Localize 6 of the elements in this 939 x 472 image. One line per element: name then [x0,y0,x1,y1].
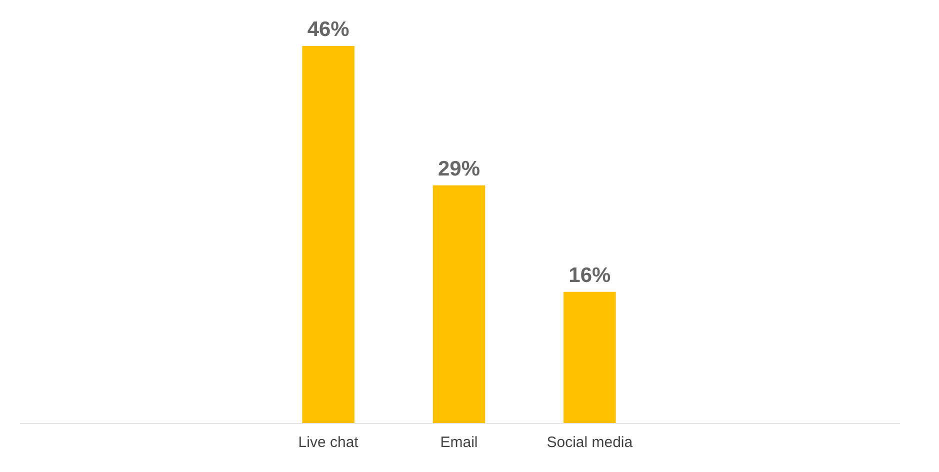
x-tick-label: Live chat [298,434,360,451]
x-tick-label: Social media [546,434,634,451]
data-label: 16% [568,264,612,287]
data-label: 29% [438,157,480,180]
data-label: 46% [307,18,350,41]
x-tick-label: Email [440,434,478,451]
